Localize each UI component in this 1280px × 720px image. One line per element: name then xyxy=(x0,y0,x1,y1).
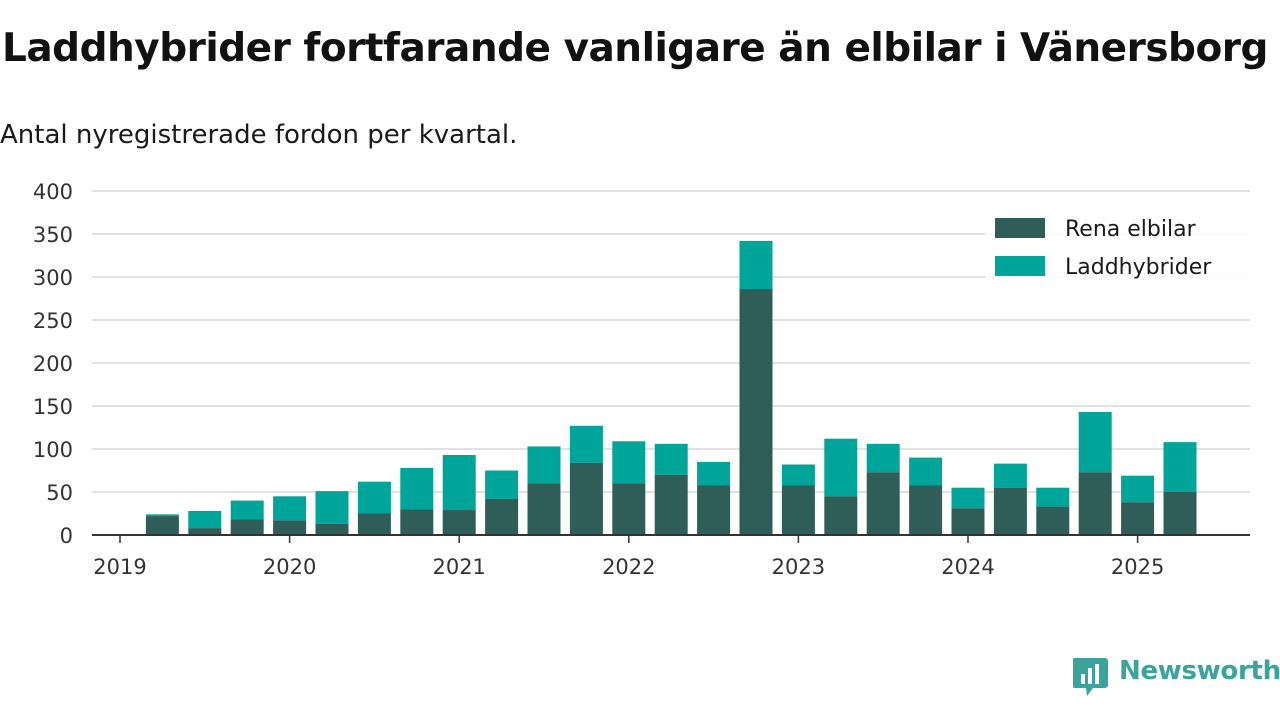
bar-rena-elbilar xyxy=(188,528,222,535)
bar-rena-elbilar xyxy=(612,483,646,535)
newsworthy-logo-icon xyxy=(1073,658,1108,696)
bar-laddhybrider xyxy=(442,455,476,511)
x-tick-label: 2021 xyxy=(432,555,485,579)
y-tick-label: 250 xyxy=(33,309,73,333)
bar-laddhybrider xyxy=(527,446,561,484)
x-tick-label: 2020 xyxy=(263,555,316,579)
bar-laddhybrider xyxy=(230,500,264,520)
bar-rena-elbilar xyxy=(697,485,731,535)
bar-laddhybrider xyxy=(1036,487,1070,507)
bar-rena-elbilar xyxy=(569,462,603,535)
bar-laddhybrider xyxy=(145,514,179,517)
bar-rena-elbilar xyxy=(145,516,179,535)
bar-rena-elbilar xyxy=(866,472,900,535)
legend-swatch xyxy=(995,218,1045,238)
bar-laddhybrider xyxy=(993,463,1027,488)
x-tick-label: 2024 xyxy=(941,555,994,579)
bar-rena-elbilar xyxy=(654,474,688,535)
legend-swatch xyxy=(995,256,1045,276)
bar-laddhybrider xyxy=(909,457,943,486)
bar-rena-elbilar xyxy=(1036,506,1070,535)
bar-laddhybrider xyxy=(866,443,900,473)
bar-rena-elbilar xyxy=(824,496,858,535)
x-tick-label: 2022 xyxy=(602,555,655,579)
bar-laddhybrider xyxy=(273,496,307,521)
y-tick-label: 300 xyxy=(33,266,73,290)
x-tick-label: 2025 xyxy=(1111,555,1164,579)
bar-rena-elbilar xyxy=(315,523,349,535)
bar-laddhybrider xyxy=(654,443,688,475)
bar-rena-elbilar xyxy=(739,289,773,535)
bar-laddhybrider xyxy=(697,461,731,486)
bar-rena-elbilar xyxy=(909,485,943,535)
bar-laddhybrider xyxy=(1078,412,1112,473)
y-tick-label: 200 xyxy=(33,352,73,376)
bar-laddhybrider xyxy=(569,425,603,463)
bar-laddhybrider xyxy=(739,240,773,290)
bar-rena-elbilar xyxy=(527,483,561,535)
bar-rena-elbilar xyxy=(442,510,476,535)
legend-label: Laddhybrider xyxy=(1065,255,1212,280)
bar-rena-elbilar xyxy=(1163,492,1197,535)
bar-rena-elbilar xyxy=(781,485,815,535)
x-tick-label: 2019 xyxy=(93,555,146,579)
legend-label: Rena elbilar xyxy=(1065,217,1197,242)
y-tick-label: 350 xyxy=(33,223,73,247)
bar-rena-elbilar xyxy=(400,509,434,535)
bar-laddhybrider xyxy=(315,491,349,524)
bar-laddhybrider xyxy=(357,481,391,514)
bar-laddhybrider xyxy=(612,441,646,484)
bar-laddhybrider xyxy=(485,470,519,499)
bar-laddhybrider xyxy=(1121,475,1155,503)
y-tick-label: 100 xyxy=(33,438,73,462)
x-tick-label: 2023 xyxy=(772,555,825,579)
bar-rena-elbilar xyxy=(993,487,1027,535)
bar-laddhybrider xyxy=(400,467,434,510)
y-tick-label: 0 xyxy=(60,524,73,548)
bar-rena-elbilar xyxy=(1121,502,1155,535)
chart-subtitle: Antal nyregistrerade fordon per kvartal. xyxy=(0,120,518,150)
bar-laddhybrider xyxy=(951,487,985,509)
chart-title: Laddhybrider fortfarande vanligare än el… xyxy=(2,26,1268,71)
bar-rena-elbilar xyxy=(357,513,391,535)
bar-laddhybrider xyxy=(824,438,858,497)
bar-rena-elbilar xyxy=(273,520,307,535)
bar-rena-elbilar xyxy=(1078,472,1112,535)
y-tick-label: 150 xyxy=(33,395,73,419)
bar-rena-elbilar xyxy=(230,519,264,535)
bar-laddhybrider xyxy=(1163,442,1197,492)
brand-name: Newsworthy xyxy=(1119,656,1280,686)
bar-rena-elbilar xyxy=(951,508,985,535)
y-tick-label: 50 xyxy=(46,481,73,505)
bar-laddhybrider xyxy=(781,464,815,486)
bar-laddhybrider xyxy=(188,510,222,529)
bar-rena-elbilar xyxy=(485,498,519,535)
y-tick-label: 400 xyxy=(33,180,73,204)
